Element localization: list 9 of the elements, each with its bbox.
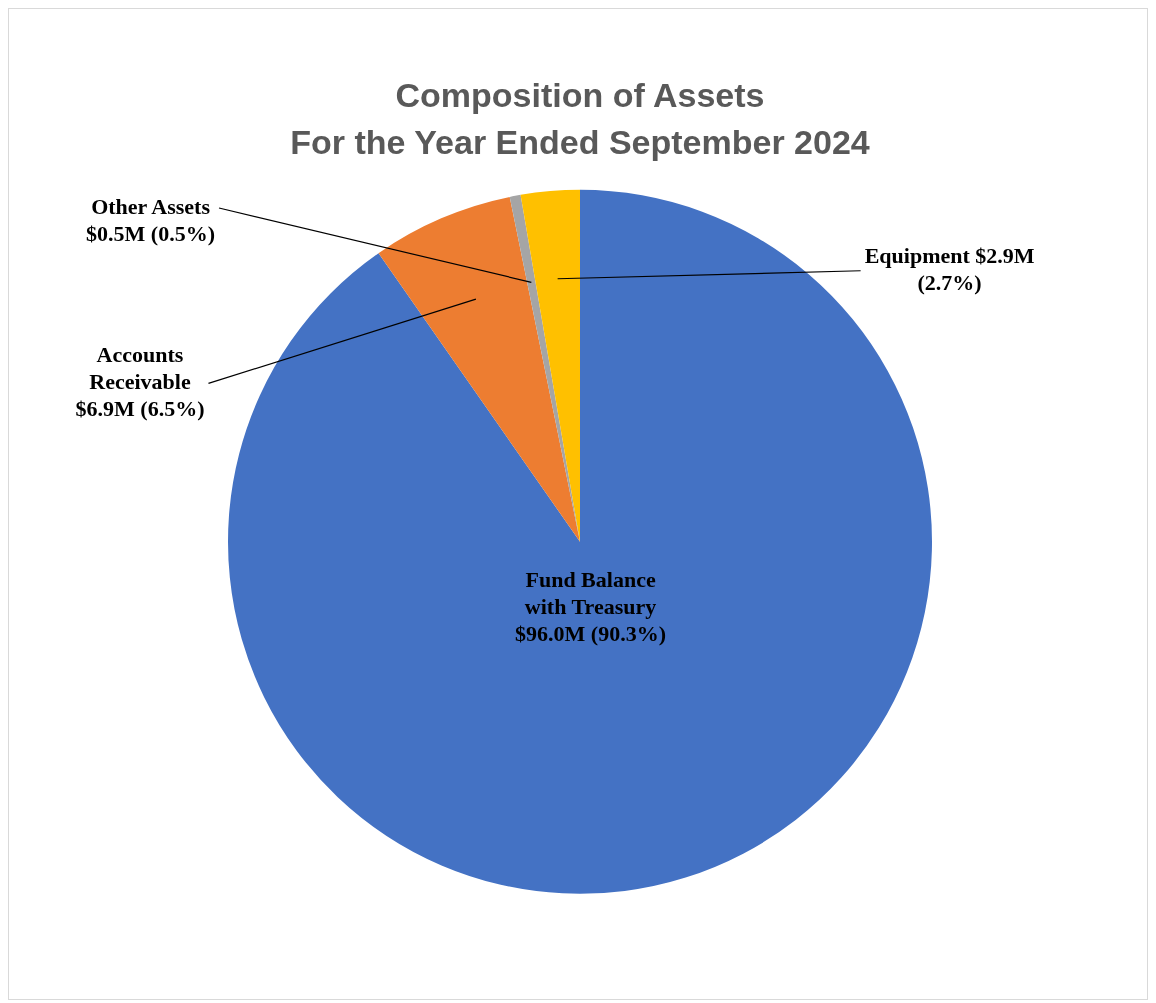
slice-label: Fund Balance with Treasury bbox=[524, 567, 657, 620]
data-label: $0.5M (0.5%) bbox=[86, 220, 216, 246]
data-label: $96.0M (90.3%) bbox=[515, 621, 667, 647]
chart-title: Composition of Assets bbox=[395, 75, 765, 114]
data-label: $6.9M (6.5%) bbox=[75, 396, 205, 422]
slice-label: Other Assets bbox=[91, 193, 211, 219]
chart-subtitle: For the Year Ended September 2024 bbox=[290, 122, 870, 161]
slice-label: Accounts Receivable bbox=[89, 342, 191, 395]
slice-label: Equipment $2.9M (2.7%) bbox=[864, 242, 1035, 295]
